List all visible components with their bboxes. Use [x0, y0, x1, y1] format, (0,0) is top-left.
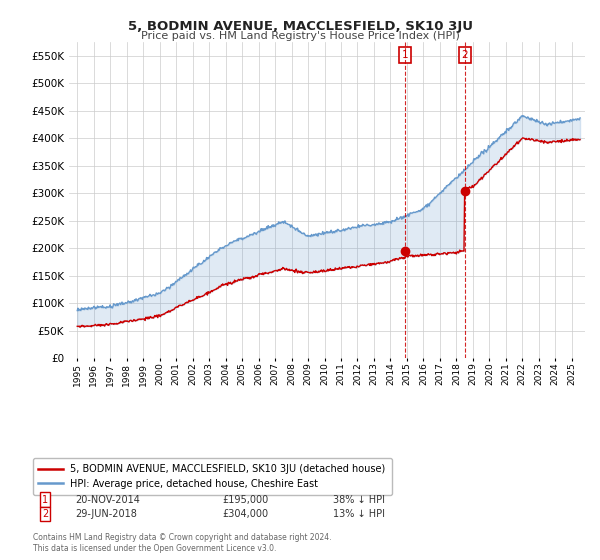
Text: 1: 1	[402, 50, 409, 60]
Text: 38% ↓ HPI: 38% ↓ HPI	[333, 494, 385, 505]
Text: Price paid vs. HM Land Registry's House Price Index (HPI): Price paid vs. HM Land Registry's House …	[140, 31, 460, 41]
Text: 20-NOV-2014: 20-NOV-2014	[75, 494, 140, 505]
Text: 5, BODMIN AVENUE, MACCLESFIELD, SK10 3JU: 5, BODMIN AVENUE, MACCLESFIELD, SK10 3JU	[128, 20, 473, 32]
Text: Contains HM Land Registry data © Crown copyright and database right 2024.
This d: Contains HM Land Registry data © Crown c…	[33, 533, 331, 553]
Text: 2: 2	[461, 50, 468, 60]
Legend: 5, BODMIN AVENUE, MACCLESFIELD, SK10 3JU (detached house), HPI: Average price, d: 5, BODMIN AVENUE, MACCLESFIELD, SK10 3JU…	[32, 458, 392, 494]
Text: £195,000: £195,000	[222, 494, 268, 505]
Text: 13% ↓ HPI: 13% ↓ HPI	[333, 509, 385, 519]
Text: 1: 1	[42, 494, 48, 505]
Text: £304,000: £304,000	[222, 509, 268, 519]
Text: 2: 2	[42, 509, 48, 519]
Text: 29-JUN-2018: 29-JUN-2018	[75, 509, 137, 519]
